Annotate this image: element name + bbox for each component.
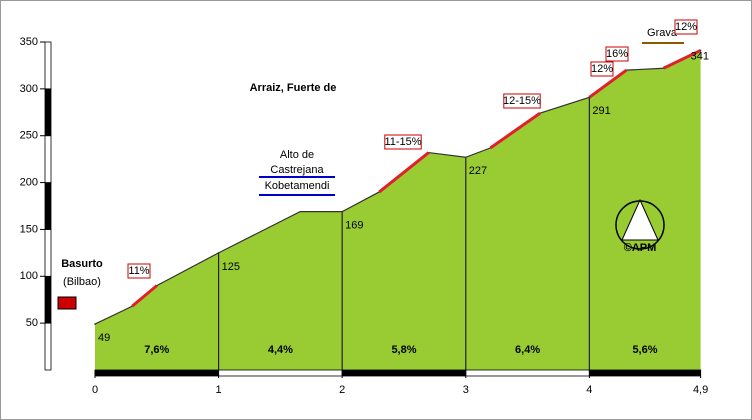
logo-mountain	[621, 198, 659, 241]
x-tick-label: 3	[463, 384, 469, 396]
y-tick-label: 50	[26, 317, 38, 329]
elevation-label: 169	[345, 220, 363, 232]
profile-area	[95, 50, 701, 370]
segment-gradient: 4,4%	[268, 344, 293, 356]
elevation-marker	[217, 252, 220, 254]
km-bar	[588, 369, 702, 377]
steep-section	[131, 284, 158, 308]
steep-section	[378, 151, 430, 194]
annotation: 12%	[675, 21, 697, 33]
scale-bar	[44, 182, 52, 230]
elevation-label: 341	[691, 50, 709, 62]
elevation-marker	[588, 96, 591, 99]
steep-section	[662, 49, 702, 70]
scale-bar	[44, 229, 52, 277]
steep-section	[489, 111, 541, 150]
x-tick-label: 0	[92, 384, 98, 396]
km-bar	[218, 369, 343, 377]
chart-title: Arraiz, Fuerte de	[250, 82, 337, 94]
annotation-box	[127, 263, 151, 279]
segment-gradient: 5,8%	[391, 344, 416, 356]
y-tick-label: 150	[20, 223, 38, 235]
building-icon	[57, 296, 77, 310]
km-bar	[341, 369, 467, 377]
annotation-box	[674, 19, 698, 35]
annotation-box	[503, 93, 541, 109]
elevation-label: 227	[469, 165, 487, 177]
scale-bar	[44, 41, 52, 90]
annotation-box	[384, 134, 422, 150]
y-tick-label: 300	[20, 83, 38, 95]
segment-gradient: 7,6%	[144, 344, 169, 356]
annotation: 11%	[128, 265, 149, 277]
annotation-box	[605, 46, 629, 62]
y-tick-label: 350	[20, 36, 38, 48]
annotation-box	[590, 61, 614, 77]
km-bar	[94, 369, 219, 377]
annotation: Kobetamendi	[265, 180, 330, 192]
elevation-label: 291	[592, 105, 610, 117]
steep-section	[588, 68, 628, 99]
km-bar	[465, 369, 590, 377]
x-tick-label: 2	[339, 384, 345, 396]
y-tick-label: 200	[20, 176, 38, 188]
scale-bar	[44, 275, 52, 324]
annotation: Castrejana	[270, 164, 324, 176]
elevation-marker	[464, 156, 467, 159]
scale-bar	[44, 88, 52, 137]
x-tick-label: 1	[216, 384, 222, 396]
elevation-marker	[699, 49, 702, 52]
x-tick-label: 4,9	[693, 384, 708, 396]
elevation-marker	[341, 210, 343, 213]
scale-bar	[44, 135, 52, 183]
elevation-label: 49	[98, 332, 110, 344]
annotation: 16%	[606, 48, 628, 60]
annotation: Grava	[647, 27, 678, 39]
elevation-marker	[94, 323, 96, 325]
segment-gradient: 5,6%	[632, 344, 657, 356]
x-tick-label: 4	[586, 384, 592, 396]
annotation: Alto de	[280, 149, 314, 161]
annotation: 12%	[591, 63, 613, 75]
scale-bar	[44, 322, 52, 371]
y-tick-label: 100	[20, 270, 38, 282]
segment-gradient: 6,4%	[515, 344, 540, 356]
annotation: ©APM	[624, 242, 657, 254]
elevation-label: 125	[222, 261, 240, 273]
y-tick-label: 250	[20, 130, 38, 142]
annotation: (Bilbao)	[63, 276, 101, 288]
annotation: Basurto	[61, 258, 103, 270]
annotation: 11-15%	[384, 136, 421, 148]
annotation: 12-15%	[503, 95, 541, 107]
